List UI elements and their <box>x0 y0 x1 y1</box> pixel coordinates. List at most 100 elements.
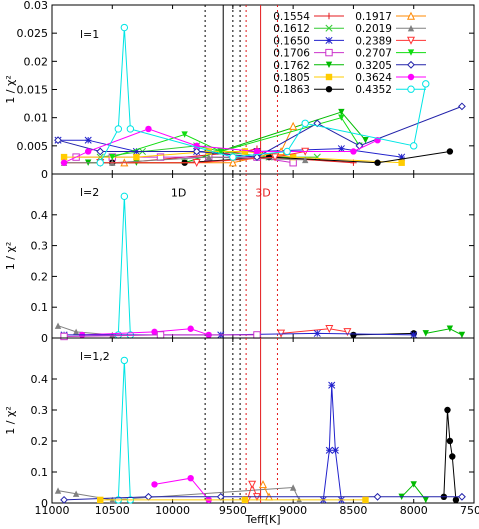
data-point <box>422 80 430 88</box>
y-axis-label: 1 / χ² <box>4 406 17 434</box>
data-point <box>144 492 153 501</box>
legend-label: 0.3624 <box>355 72 392 84</box>
annotation-label: 1D <box>171 186 186 199</box>
data-point <box>133 153 140 161</box>
x-tick-label: 10000 <box>155 504 190 517</box>
legend-label: 0.1554 <box>273 11 310 23</box>
data-point <box>289 159 297 167</box>
data-point <box>151 481 158 488</box>
data-point <box>241 496 249 504</box>
y-tick-label: 0.1 <box>31 301 49 314</box>
data-point <box>114 125 123 133</box>
data-point <box>156 331 165 339</box>
series-line <box>425 328 463 336</box>
x-axis-label: Teff[K] <box>245 513 281 526</box>
data-point <box>96 159 104 167</box>
data-point <box>84 136 92 144</box>
data-point <box>229 153 237 161</box>
y-tick-label: 0 <box>41 497 48 510</box>
data-point <box>313 119 322 128</box>
y-tick-label: 0.3 <box>31 240 49 253</box>
legend: 0.15540.16120.16500.17060.17620.18050.18… <box>273 11 426 96</box>
data-point <box>458 102 466 111</box>
series-group <box>54 192 466 341</box>
data-point <box>331 446 339 454</box>
data-point <box>84 148 92 155</box>
panel-3: 0 0.1 0.2 0.3 0.4 1 / χ² l=1,2 <box>4 337 475 510</box>
panel-frame <box>51 337 475 504</box>
legend-label: 0.1612 <box>273 23 310 35</box>
y-tick-label: 0 <box>41 168 48 181</box>
data-point <box>54 487 62 494</box>
data-point <box>350 331 357 339</box>
series-line <box>82 328 209 336</box>
y-axis-label: 1 / χ² <box>4 242 17 270</box>
data-point <box>373 492 382 501</box>
data-point <box>126 125 135 133</box>
data-point <box>410 331 418 339</box>
legend-label: 0.1917 <box>355 11 392 23</box>
data-point <box>253 148 261 155</box>
series-line <box>57 486 300 501</box>
series-line <box>117 196 131 335</box>
data-point <box>374 159 381 166</box>
y-tick-label: 0.4 <box>31 209 49 222</box>
data-point <box>446 437 454 445</box>
data-point <box>337 145 345 153</box>
data-point <box>181 131 188 138</box>
x-tick-label: 8000 <box>400 504 428 517</box>
data-point <box>302 156 309 164</box>
data-point <box>325 446 333 454</box>
data-point <box>449 453 456 460</box>
data-point <box>205 148 212 155</box>
data-point <box>407 85 415 93</box>
data-point <box>60 153 68 161</box>
data-point <box>325 61 333 68</box>
data-point <box>271 153 280 162</box>
data-point <box>406 11 416 20</box>
legend-label: 0.2389 <box>355 35 392 47</box>
x-tick-label: 9000 <box>279 504 307 517</box>
data-point <box>54 136 62 145</box>
data-point <box>407 60 415 69</box>
data-point <box>338 114 345 121</box>
legend-label: 0.1650 <box>273 35 310 47</box>
data-point <box>96 147 105 156</box>
data-point <box>325 86 333 93</box>
data-point <box>120 23 129 32</box>
data-point <box>407 73 415 81</box>
data-point <box>187 325 194 332</box>
data-point <box>217 148 224 155</box>
data-point <box>248 480 257 489</box>
y-tick-label: 0.01 <box>24 112 49 125</box>
data-point <box>187 475 194 482</box>
data-point <box>362 496 369 504</box>
data-point <box>444 406 451 414</box>
series-group <box>54 23 466 168</box>
y-tick-label: 0.4 <box>31 373 49 386</box>
data-point <box>241 148 249 155</box>
data-point <box>258 480 268 489</box>
data-point <box>145 125 152 133</box>
data-point <box>422 330 429 337</box>
panel-label: l=1 <box>80 28 99 41</box>
data-point <box>301 119 309 128</box>
y-tick-label: 0.2 <box>31 435 49 448</box>
y-tick-label: 0.02 <box>24 55 49 68</box>
y-tick-label: 0 <box>41 332 48 345</box>
data-point <box>60 495 68 504</box>
data-point <box>313 329 321 337</box>
data-point <box>328 381 336 389</box>
y-tick-label: 0.015 <box>17 84 49 97</box>
series-line <box>117 360 131 500</box>
legend-label: 0.1863 <box>273 84 310 96</box>
y-tick-label: 0.2 <box>31 270 49 283</box>
legend-label: 0.1706 <box>273 48 310 60</box>
y-tick-label: 0.03 <box>24 0 49 12</box>
data-point <box>407 25 415 32</box>
legend-label: 0.2019 <box>355 23 392 35</box>
x-tick-label: 7500 <box>460 504 479 517</box>
data-point <box>277 329 286 338</box>
data-point <box>446 325 454 332</box>
